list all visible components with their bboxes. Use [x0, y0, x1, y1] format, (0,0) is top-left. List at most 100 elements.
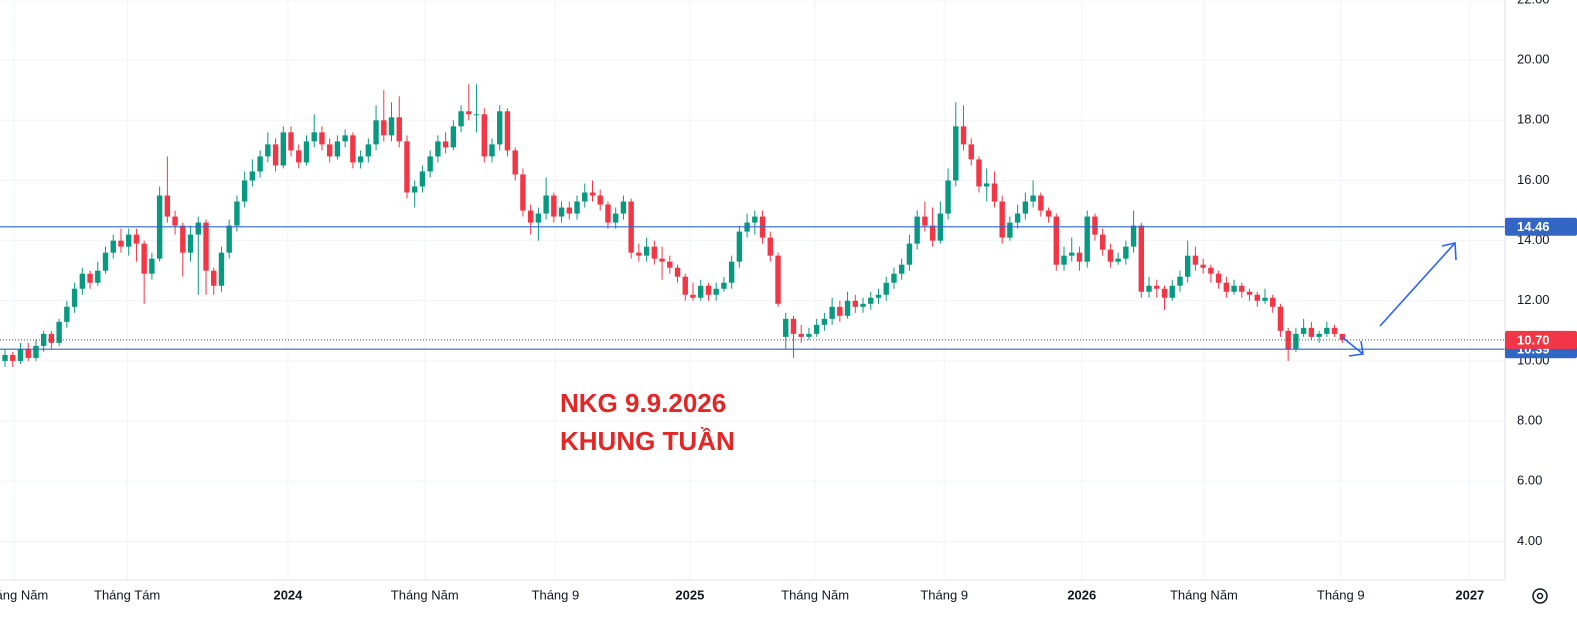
- candle-body: [543, 195, 549, 214]
- candle-body: [960, 126, 967, 145]
- candle-body: [984, 183, 990, 187]
- candle-body: [868, 297, 874, 304]
- candle-body: [25, 348, 31, 358]
- candle-body: [442, 141, 449, 148]
- plot: [0, 84, 1505, 367]
- candle-body: [1014, 213, 1021, 223]
- candle-body: [999, 201, 1005, 238]
- candle-body: [674, 267, 681, 277]
- candle-body: [473, 114, 480, 116]
- x-tick-label: 2026: [1067, 587, 1096, 602]
- candle-body: [574, 201, 580, 214]
- arrow-head: [1348, 340, 1364, 357]
- candle-body: [643, 246, 650, 256]
- candle-body: [87, 273, 93, 283]
- candle-body: [783, 318, 789, 337]
- candle-body: [133, 234, 140, 244]
- gear-inner: [1536, 592, 1544, 600]
- candle-body: [195, 222, 201, 235]
- candle-body: [33, 345, 39, 358]
- candle-body: [721, 282, 727, 289]
- candle-body: [149, 258, 155, 274]
- candle-body: [1177, 276, 1183, 286]
- candle-body: [1061, 255, 1067, 265]
- x-tick-label: Tháng 9: [920, 587, 968, 602]
- candle-body: [612, 213, 619, 223]
- candle-body: [1099, 234, 1106, 250]
- y-tick-label: 14.00: [1517, 232, 1550, 247]
- candle-body: [1192, 255, 1199, 265]
- candle-body: [698, 285, 704, 298]
- arrow-head: [1441, 242, 1457, 261]
- candle-body: [1053, 216, 1059, 265]
- candle-body: [342, 135, 348, 142]
- candle-body: [1146, 285, 1152, 292]
- candle-body: [1107, 249, 1114, 262]
- candle-body: [953, 126, 959, 181]
- y-tick-label: 22.00: [1517, 0, 1550, 6]
- candle-body: [1076, 252, 1083, 262]
- candle-body: [234, 201, 240, 226]
- candle-body: [690, 294, 696, 298]
- candle-body: [419, 171, 426, 187]
- arrow-up: [1379, 242, 1456, 327]
- y-tick-label: 12.00: [1517, 292, 1550, 307]
- x-tick-label: Tháng Năm: [0, 587, 48, 602]
- candle-body: [265, 144, 271, 157]
- candle-body: [767, 237, 773, 256]
- candle-body: [798, 333, 804, 337]
- candle-body: [180, 225, 186, 253]
- candle-body: [883, 282, 889, 295]
- candle-body: [350, 135, 356, 163]
- candle-body: [1308, 327, 1315, 337]
- candle-body: [829, 306, 835, 319]
- candle-body: [1115, 258, 1121, 262]
- candle-body: [172, 216, 178, 226]
- candle-body: [381, 120, 387, 136]
- candle-body: [64, 306, 70, 322]
- candle-body: [1123, 246, 1129, 259]
- candle-body: [1069, 252, 1075, 256]
- candle-body: [1254, 294, 1260, 301]
- candle-body: [48, 333, 55, 343]
- price-label: 14.46: [1517, 219, 1550, 234]
- y-tick-label: 16.00: [1517, 172, 1550, 187]
- candle-body: [226, 225, 232, 253]
- candle-body: [705, 285, 712, 295]
- candle-body: [945, 180, 951, 214]
- candle-body: [844, 300, 851, 316]
- x-tick-label: Tháng Năm: [391, 587, 459, 602]
- candle-body: [597, 195, 603, 205]
- candle-body: [1138, 225, 1145, 292]
- candle-body: [102, 252, 109, 271]
- candle-body: [311, 132, 317, 142]
- grid: [0, 0, 1505, 579]
- candle-body: [620, 201, 627, 214]
- candle-body: [404, 141, 410, 193]
- candle-body: [79, 273, 86, 289]
- candle-body: [1223, 282, 1230, 292]
- candle-body: [682, 276, 688, 295]
- candle-body: [427, 156, 433, 172]
- x-tick-label: 2024: [273, 587, 303, 602]
- candle-body: [728, 261, 735, 283]
- candle-body: [489, 144, 495, 157]
- candle-body: [435, 141, 441, 157]
- candle-body: [203, 222, 209, 271]
- candle-body: [187, 234, 194, 253]
- annotation: KHUNG TUẦN: [560, 426, 735, 456]
- candle-body: [605, 204, 611, 223]
- candle-body: [891, 273, 897, 283]
- candle-body: [651, 246, 658, 259]
- settings-icon[interactable]: [1532, 588, 1548, 604]
- candle-body: [396, 117, 402, 142]
- candle-body: [241, 180, 248, 202]
- x-tick-label: Tháng Năm: [781, 587, 849, 602]
- candle-body: [1092, 216, 1098, 235]
- last-price-label: 10.70: [1517, 332, 1550, 347]
- arrow-down: [1341, 336, 1364, 355]
- candle-body: [1246, 291, 1253, 295]
- candle-body: [17, 348, 24, 361]
- last-price-box: [1505, 330, 1577, 349]
